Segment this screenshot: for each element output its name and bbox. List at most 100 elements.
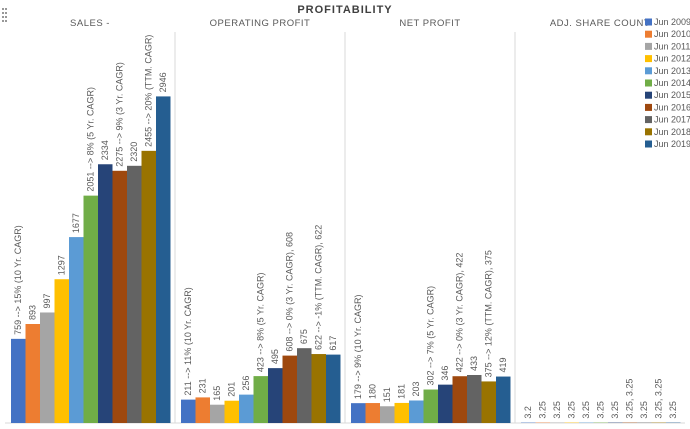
- data-label: 203: [411, 381, 421, 396]
- data-label: 375 --> 12% (TTM. CAGR), 375: [484, 250, 494, 377]
- data-label: 2320: [129, 142, 139, 162]
- data-label: 3.25: [538, 401, 548, 419]
- panel-title: ADJ. SHARE COUNT: [550, 18, 650, 29]
- bar: [112, 170, 127, 423]
- bar: [297, 348, 312, 423]
- legend-swatch: [645, 79, 652, 87]
- data-label: 2946: [158, 72, 168, 92]
- data-label: 3.25: [596, 401, 606, 419]
- data-label: 675: [299, 329, 309, 344]
- panel-title: NET PROFIT: [399, 18, 460, 29]
- bar: [195, 397, 210, 423]
- bar: [452, 376, 467, 423]
- bar: [496, 376, 511, 423]
- data-label: 180: [368, 384, 378, 399]
- data-label: 3.25: [668, 401, 678, 419]
- data-label: 2455 --> 20% (TTM. CAGR): [144, 35, 154, 147]
- data-label: 165: [212, 386, 222, 401]
- panel-title: SALES -: [70, 18, 110, 29]
- bar: [69, 237, 84, 423]
- legend-label: Jun 2013: [654, 66, 690, 76]
- legend-swatch: [645, 67, 652, 75]
- legend-swatch: [645, 128, 652, 136]
- bar: [351, 403, 366, 423]
- data-label: 151: [382, 387, 392, 402]
- bar: [438, 384, 453, 423]
- data-label: 1677: [71, 213, 81, 233]
- bar: [156, 96, 171, 423]
- data-label: 419: [498, 358, 508, 373]
- chart-title: PROFITABILITY: [297, 4, 392, 16]
- data-label: 179 --> 9% (10 Yr. CAGR): [353, 295, 363, 400]
- data-label: 2051 --> 8% (5 Yr. CAGR): [86, 87, 96, 192]
- data-label: 3.25: [552, 401, 562, 419]
- legend-label: Jun 2012: [654, 54, 690, 64]
- data-label: 759 --> 15% (10 Yr. CAGR): [13, 225, 23, 335]
- legend-label: Jun 2009: [654, 17, 690, 27]
- data-label: 997: [42, 293, 52, 308]
- data-label: 3.25: [639, 401, 649, 419]
- data-label: 3.25: [567, 401, 577, 419]
- bar: [282, 355, 297, 423]
- bar: [83, 195, 98, 423]
- data-label: 3.25: [581, 401, 591, 419]
- data-label: 422 --> 0% (3 Yr. CAGR), 422: [455, 253, 465, 373]
- data-label: 608 --> 0% (3 Yr. CAGR), 608: [285, 232, 295, 352]
- data-label: 2334: [100, 140, 110, 160]
- bar: [141, 150, 156, 424]
- legend-swatch: [645, 55, 652, 63]
- legend-label: Jun 2016: [654, 102, 690, 112]
- data-label: 211 --> 11% (10 Yr. CAGR): [183, 287, 193, 395]
- data-label: 423 --> 8% (5 Yr. CAGR): [256, 272, 266, 372]
- legend-swatch: [645, 140, 652, 148]
- legend-swatch: [645, 30, 652, 38]
- data-label: 181: [397, 384, 407, 399]
- legend-swatch: [645, 18, 652, 26]
- data-label: 622 --> -1% (TTM. CAGR), 622: [314, 225, 324, 350]
- data-label: 893: [28, 305, 38, 320]
- bar: [326, 354, 341, 423]
- legend-swatch: [645, 91, 652, 99]
- data-label: 3.25: [610, 401, 620, 419]
- legend-swatch: [645, 103, 652, 111]
- bar: [365, 403, 380, 423]
- data-label: 3.25, 3.25: [625, 379, 635, 419]
- data-label: 617: [328, 336, 338, 351]
- bar: [423, 389, 438, 423]
- legend-label: Jun 2015: [654, 90, 690, 100]
- bar: [210, 404, 225, 423]
- bar: [98, 164, 113, 423]
- data-label: 2275 --> 9% (3 Yr. CAGR): [115, 62, 125, 167]
- bar: [467, 374, 482, 423]
- bar: [54, 279, 69, 423]
- bar: [394, 402, 409, 423]
- legend-label: Jun 2018: [654, 127, 690, 137]
- bar: [224, 400, 239, 423]
- data-label: 1297: [57, 255, 67, 275]
- data-label: 201: [227, 382, 237, 397]
- bar: [380, 406, 395, 423]
- bar: [40, 312, 55, 423]
- legend-label: Jun 2011: [654, 41, 690, 51]
- data-label: 256: [241, 376, 251, 391]
- bar: [25, 324, 40, 423]
- bar: [481, 381, 496, 423]
- bar: [239, 394, 254, 423]
- drag-handle: [2, 8, 7, 22]
- legend-swatch: [645, 42, 652, 50]
- data-label: 302 --> 7% (5 Yr. CAGR): [426, 286, 436, 386]
- data-label: 3.2: [523, 406, 533, 419]
- bar: [409, 400, 424, 423]
- bar: [311, 354, 326, 423]
- data-label: 346: [440, 366, 450, 381]
- data-label: 231: [198, 378, 208, 393]
- data-label: 3.25, 3.25: [654, 379, 664, 419]
- bar: [181, 399, 196, 423]
- panel-title: OPERATING PROFIT: [210, 18, 311, 29]
- bar: [127, 165, 142, 423]
- bar: [268, 368, 283, 423]
- legend-label: Jun 2010: [654, 29, 690, 39]
- bar: [11, 338, 26, 423]
